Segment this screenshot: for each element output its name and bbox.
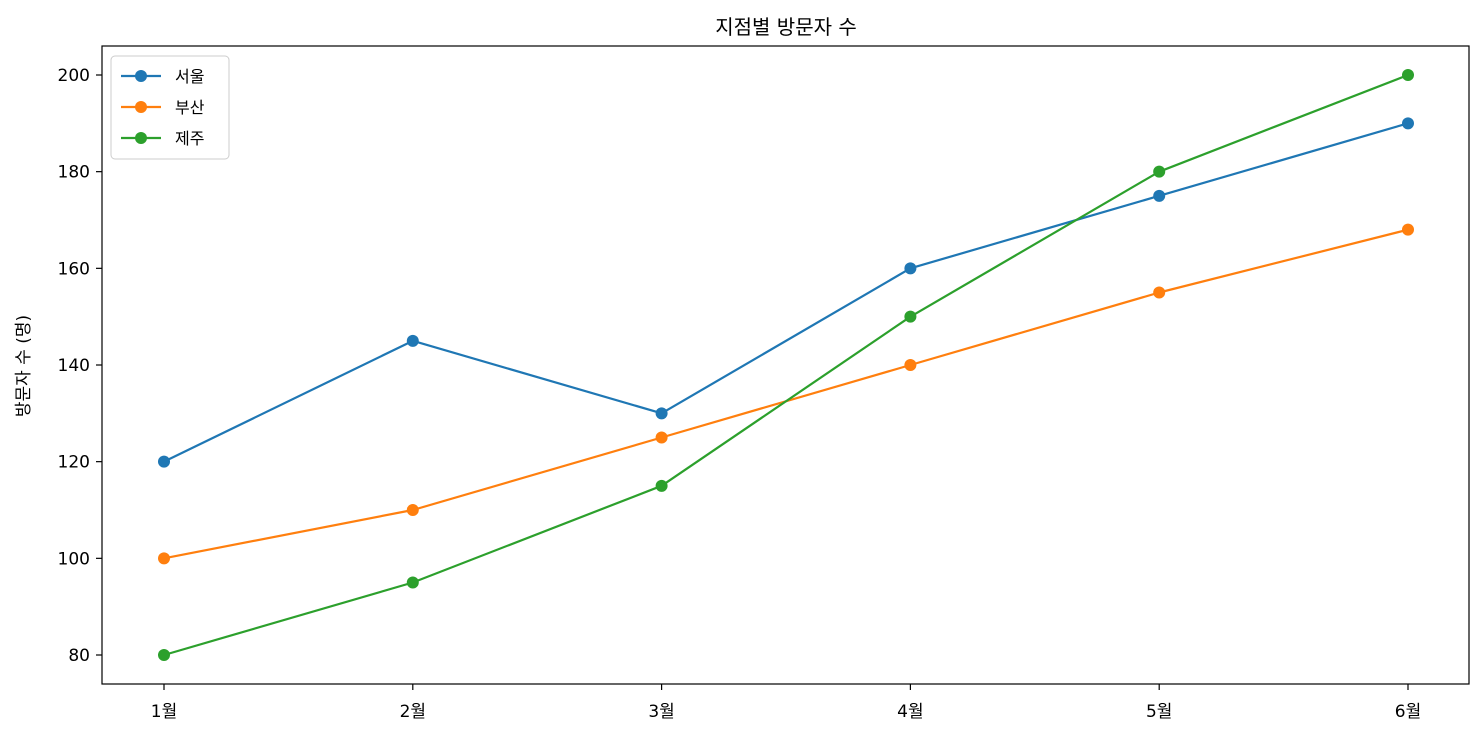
- x-tick-label: 3월: [648, 702, 674, 722]
- legend-marker: [135, 132, 147, 144]
- data-point: [655, 431, 668, 444]
- data-point: [1402, 69, 1414, 81]
- y-tick-label: 120: [58, 453, 90, 473]
- data-point: [1153, 189, 1166, 202]
- plot-area: 80 100 120 140 160 180 200 1월 2월 3월 4월 5월 6월: [58, 45, 1470, 722]
- x-tick-label: 2월: [400, 702, 426, 722]
- y-tick-label: 160: [58, 259, 90, 279]
- x-tick-label: 4월: [897, 702, 923, 722]
- data-point: [158, 552, 170, 565]
- legend-label: 서울: [175, 67, 204, 86]
- x-tick-label: 6월: [1395, 702, 1421, 722]
- y-tick-label: 140: [58, 356, 90, 376]
- legend-label: 부산: [175, 98, 205, 117]
- legend-marker: [135, 101, 147, 113]
- chart-title: 지점별 방문자 수: [715, 15, 857, 39]
- y-tick-label: 100: [58, 549, 90, 569]
- x-tick-label: 5월: [1146, 702, 1172, 722]
- legend-marker: [135, 70, 147, 82]
- data-point: [1402, 117, 1414, 130]
- data-point: [1153, 286, 1166, 299]
- data-point: [655, 479, 668, 492]
- series-line: [163, 73, 1409, 657]
- y-axis-label: 방문자 수 (명): [14, 315, 34, 417]
- data-point: [1153, 165, 1166, 178]
- data-point: [406, 334, 419, 347]
- axes-frame: [101, 45, 1470, 685]
- data-point: [904, 359, 917, 371]
- data-point: [904, 262, 917, 275]
- y-tick-label: 200: [58, 66, 90, 86]
- data-point: [655, 407, 668, 420]
- data-point: [158, 649, 170, 661]
- data-point: [158, 455, 170, 468]
- data-point: [406, 504, 419, 516]
- y-tick-label: 180: [58, 163, 90, 183]
- data-point: [1402, 223, 1414, 236]
- x-tick-label: 1월: [151, 702, 177, 722]
- data-point: [406, 576, 419, 589]
- y-tick-label: 80: [68, 646, 90, 666]
- legend-label: 제주: [175, 129, 204, 148]
- series-line: [163, 122, 1409, 463]
- data-point: [904, 310, 917, 323]
- series-line: [163, 228, 1409, 560]
